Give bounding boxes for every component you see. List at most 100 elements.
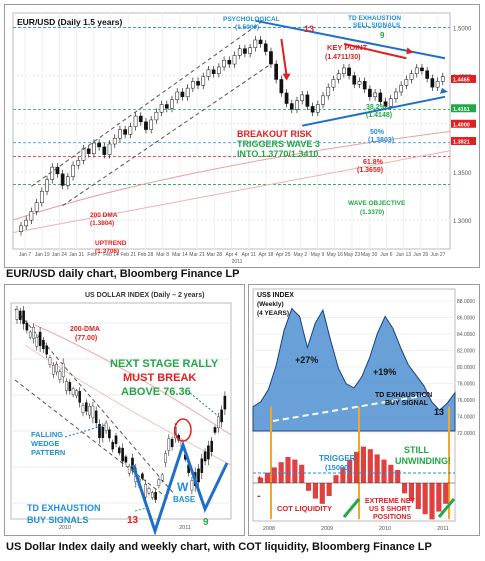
- annotation: TD EXHAUSTION: [27, 503, 101, 513]
- dma-curve: [34, 324, 232, 436]
- candle-body: [50, 166, 55, 180]
- candle-body: [190, 480, 194, 491]
- candle-body: [347, 67, 351, 76]
- annotation: US $ SHORT: [369, 506, 412, 513]
- candle-body: [430, 78, 435, 88]
- candle-body: [86, 148, 91, 154]
- annotation: TRIGGERS WAVE 3: [237, 139, 320, 149]
- x-tick-label: Feb 28: [138, 252, 154, 258]
- candle-body: [108, 429, 111, 439]
- candle-body: [88, 406, 91, 416]
- candle-body: [197, 468, 200, 483]
- candle-body: [190, 81, 195, 89]
- y-tick-label: 1.3500: [453, 171, 472, 177]
- wedge-upper: [14, 308, 176, 496]
- chart-title: US$ INDEX: [257, 292, 294, 299]
- annotation: 200-DMA: [70, 326, 100, 333]
- y-tick-label: 74.0000: [457, 415, 475, 421]
- candle-body: [48, 357, 52, 365]
- candle-body: [201, 76, 206, 86]
- cot-bar: [333, 475, 339, 483]
- candle-body: [52, 365, 55, 375]
- x-tick-label: May 23: [344, 252, 361, 258]
- annotation: 13: [304, 24, 314, 34]
- candle-body: [388, 98, 393, 107]
- cot-bar: [381, 459, 387, 483]
- candle-body: [29, 211, 34, 221]
- x-tick-label: Apr 18: [259, 252, 274, 258]
- candle-body: [159, 104, 164, 113]
- annotation: 38.2%: [366, 104, 387, 111]
- candle-body: [216, 416, 220, 428]
- candle-body: [160, 474, 164, 481]
- candle-body: [15, 309, 19, 320]
- y-tick-label: 72.0000: [457, 431, 475, 437]
- candle-body: [164, 453, 167, 463]
- cot-bar: [340, 467, 346, 483]
- candle-body: [39, 190, 44, 204]
- annotation: BASE: [173, 495, 196, 504]
- channel-upper: [31, 22, 261, 187]
- candle-body: [124, 456, 128, 463]
- triangle-lower: [301, 95, 446, 127]
- cot-bar: [306, 483, 312, 491]
- candle-body: [220, 409, 223, 423]
- cot-bar: [429, 483, 435, 520]
- candle-body: [25, 322, 29, 331]
- candle-body: [164, 104, 169, 109]
- w-base-line: [131, 440, 229, 535]
- cot-bar: [264, 472, 270, 483]
- annotation: BREAKOUT RISK: [237, 129, 313, 139]
- annotation: (1.4711/30): [325, 54, 360, 61]
- candle-body: [342, 67, 346, 74]
- annotation: +27%: [295, 355, 318, 365]
- cot-bar: [374, 454, 380, 483]
- candle-body: [42, 339, 45, 350]
- y-tick-label: 78.0000: [457, 382, 475, 388]
- y-tick-label: 82.0000: [457, 349, 475, 355]
- x-tick-label: May 16: [327, 252, 344, 258]
- cot-bar: [326, 483, 332, 496]
- candle-body: [55, 364, 58, 373]
- candle-body: [326, 86, 331, 97]
- candle-body: [123, 129, 127, 135]
- chart-subtitle: (Weekly): [257, 301, 284, 308]
- candle-body: [180, 91, 185, 98]
- candle-body: [185, 87, 190, 98]
- arrow-shaft: [280, 38, 288, 76]
- candle-body: [45, 179, 49, 192]
- candle-body: [368, 88, 372, 98]
- cot-bar: [443, 483, 449, 504]
- dma-200-line: [12, 130, 451, 221]
- x-tick-label: May 2: [294, 252, 308, 258]
- year-label: 2011: [232, 259, 243, 265]
- x-tick-label: Jan 24: [52, 252, 67, 258]
- candle-body: [118, 129, 122, 139]
- candle-body: [206, 69, 211, 77]
- x-tick-label: Mar 8: [156, 252, 169, 258]
- candle-body: [243, 48, 247, 54]
- candle-body: [170, 438, 174, 448]
- x-tick-label: May 30: [361, 252, 378, 258]
- candle-body: [138, 115, 143, 123]
- candle-body: [222, 59, 226, 68]
- candle-body: [91, 405, 95, 419]
- candle-body: [107, 143, 112, 155]
- candle-body: [352, 75, 357, 85]
- candle-body: [102, 146, 107, 155]
- annotation: UPTREND: [95, 240, 127, 247]
- dxy-chart-caption: US Dollar Index daily and weekly chart, …: [6, 541, 432, 553]
- annotation: TD EXHAUSTION: [375, 392, 432, 399]
- cot-bar: [354, 451, 360, 483]
- candle-body: [117, 447, 121, 454]
- annotation: NEXT STAGE RALLY: [110, 358, 219, 370]
- dxy-weekly-svg: 88.0000 86.0000 84.0000 82.0000 80.0000 78.00…: [252, 288, 475, 532]
- annotation: (1.3659): [357, 167, 383, 174]
- candle-body: [144, 484, 148, 498]
- candle-body: [435, 81, 440, 88]
- dotted-arrow: [134, 506, 151, 512]
- cot-bar: [388, 464, 394, 483]
- candle-body: [81, 148, 86, 161]
- x-tick-label: Apr 25: [276, 252, 291, 258]
